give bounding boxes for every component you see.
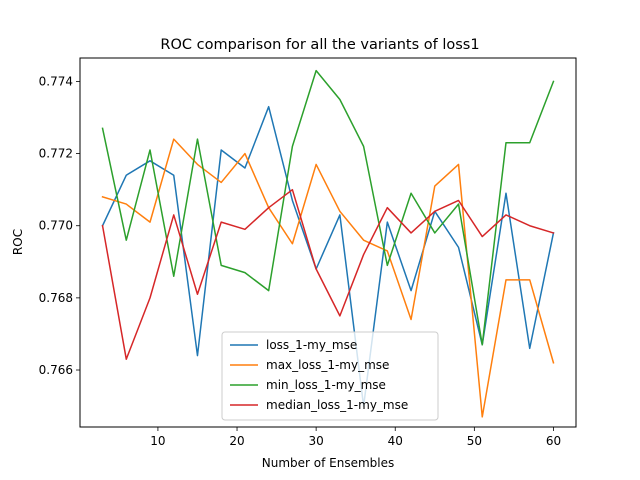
legend: loss_1-my_mse max_loss_1-my_mse min_loss_1…: [221, 331, 439, 421]
chart-title: ROC comparison for all the variants of l…: [160, 37, 479, 53]
x-tick-label: 50: [467, 434, 482, 448]
x-axis-label: Number of Ensembles: [262, 456, 395, 470]
series-line-3: [101, 188, 555, 360]
legend-label-0: loss_1-my_mse: [266, 338, 357, 352]
y-tick-label: 0.768: [39, 291, 73, 305]
x-tick-label: 20: [229, 434, 244, 448]
y-tick-label: 0.772: [39, 147, 73, 161]
y-axis-label: ROC: [11, 229, 25, 255]
series-line-2: [101, 69, 555, 346]
y-tick-label: 0.774: [39, 74, 73, 88]
y-tick-label: 0.766: [39, 363, 73, 377]
x-tick-label: 60: [546, 434, 561, 448]
plot-area: [101, 69, 555, 418]
y-axis: 0.766 0.768 0.770 0.772 0.774: [39, 74, 80, 377]
series-line-1: [101, 138, 555, 418]
plot-frame: [79, 57, 577, 428]
y-tick-label: 0.770: [39, 219, 73, 233]
legend-label-1: max_loss_1-my_mse: [266, 358, 389, 372]
series-line-0: [101, 105, 555, 407]
legend-box: [221, 331, 439, 421]
legend-label-2: min_loss_1-my_mse: [266, 378, 386, 392]
x-tick-label: 10: [150, 434, 165, 448]
x-axis: 10 20 30 40 50 60: [150, 427, 561, 448]
x-tick-label: 40: [388, 434, 403, 448]
x-tick-label: 30: [308, 434, 323, 448]
legend-label-3: median_loss_1-my_mse: [266, 398, 408, 412]
